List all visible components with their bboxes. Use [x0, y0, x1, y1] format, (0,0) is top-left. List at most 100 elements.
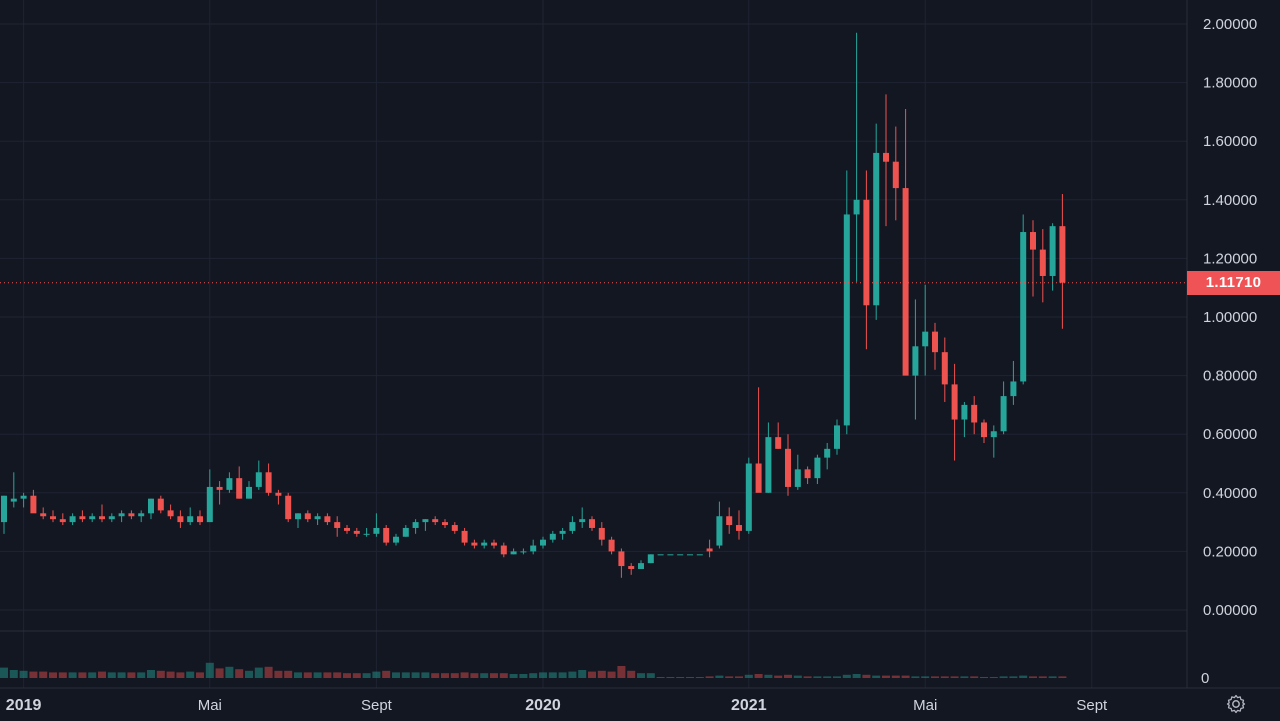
candle-down[interactable]	[40, 507, 47, 520]
candle-down[interactable]	[442, 519, 448, 528]
candle-down[interactable]	[59, 513, 66, 526]
candle-up[interactable]	[961, 401, 968, 438]
candle-down[interactable]	[618, 548, 625, 578]
candle-down[interactable]	[589, 516, 595, 531]
candle-up[interactable]	[824, 442, 831, 470]
candle-down[interactable]	[167, 504, 174, 520]
candle-down[interactable]	[883, 94, 889, 227]
candle-up[interactable]	[667, 554, 674, 556]
candle-down[interactable]	[1039, 229, 1046, 303]
candle-down[interactable]	[500, 542, 507, 558]
candle-up[interactable]	[1, 495, 7, 534]
candle-up[interactable]	[138, 510, 145, 523]
candle-up[interactable]	[569, 516, 576, 534]
candle-down[interactable]	[197, 510, 203, 526]
candle-up[interactable]	[794, 454, 801, 490]
candle-down[interactable]	[892, 126, 899, 221]
candle-up[interactable]	[765, 422, 772, 493]
candle-down[interactable]	[598, 522, 605, 546]
candle-up[interactable]	[990, 425, 997, 458]
candle-down[interactable]	[432, 516, 439, 526]
candle-up[interactable]	[1000, 381, 1007, 435]
candle-up[interactable]	[206, 469, 213, 523]
candle-up[interactable]	[246, 481, 252, 499]
candle-up[interactable]	[677, 554, 684, 556]
candle-up[interactable]	[481, 539, 488, 549]
candle-up[interactable]	[187, 507, 194, 526]
candle-down[interactable]	[471, 539, 478, 549]
candle-down[interactable]	[334, 516, 341, 537]
candle-up[interactable]	[843, 170, 850, 435]
candle-up[interactable]	[255, 460, 262, 490]
candle-down[interactable]	[50, 510, 56, 523]
candle-up[interactable]	[814, 454, 821, 485]
candle-up[interactable]	[647, 554, 654, 564]
time-axis[interactable]: 2019 Mai Sept 2020 2021 Mai Sept	[6, 697, 1108, 714]
candle-down[interactable]	[804, 466, 811, 485]
candle-down[interactable]	[461, 527, 468, 546]
candle-up[interactable]	[422, 519, 429, 531]
candle-up[interactable]	[540, 536, 546, 549]
candle-down[interactable]	[971, 396, 978, 435]
candle-up[interactable]	[108, 513, 115, 523]
candle-up[interactable]	[745, 457, 752, 534]
candle-up[interactable]	[559, 527, 566, 540]
candle-up[interactable]	[873, 123, 880, 320]
candle-up[interactable]	[853, 32, 860, 282]
candle-up[interactable]	[1010, 360, 1017, 405]
candle-up[interactable]	[834, 419, 840, 455]
candle-up[interactable]	[20, 492, 27, 508]
candle-down[interactable]	[216, 481, 223, 505]
price-axis[interactable]: 2.00000 1.80000 1.60000 1.40000 1.20000 1.000…	[1203, 16, 1257, 619]
candle-down[interactable]	[1030, 220, 1036, 297]
candle-up[interactable]	[912, 299, 919, 420]
candle-down[interactable]	[775, 422, 782, 449]
candle-down[interactable]	[30, 489, 37, 514]
candle-up[interactable]	[1020, 214, 1027, 385]
candle-up[interactable]	[148, 498, 154, 520]
candle-up[interactable]	[412, 519, 419, 534]
candle-down[interactable]	[981, 419, 987, 443]
candle-down[interactable]	[863, 170, 870, 350]
candle-down[interactable]	[157, 495, 164, 514]
candle-up[interactable]	[510, 548, 517, 555]
candle-up[interactable]	[922, 284, 929, 376]
candle-up[interactable]	[363, 527, 370, 537]
candle-down[interactable]	[628, 563, 635, 575]
candle-up[interactable]	[373, 513, 380, 537]
candle-up[interactable]	[10, 472, 17, 508]
candle-up[interactable]	[716, 501, 723, 549]
candle-down[interactable]	[726, 507, 733, 534]
candle-down[interactable]	[941, 337, 948, 402]
candle-down[interactable]	[1059, 193, 1066, 329]
candle-up[interactable]	[393, 533, 399, 546]
candles[interactable]	[1, 32, 1066, 578]
candle-down[interactable]	[177, 510, 184, 528]
candle-down[interactable]	[344, 525, 350, 534]
candle-up[interactable]	[295, 513, 301, 528]
candle-up[interactable]	[402, 525, 409, 537]
candle-down[interactable]	[265, 463, 272, 496]
candle-up[interactable]	[118, 510, 125, 523]
candle-down[interactable]	[304, 510, 311, 523]
candle-up[interactable]	[687, 554, 693, 556]
candle-down[interactable]	[902, 108, 909, 376]
candle-down[interactable]	[383, 525, 390, 546]
candle-down[interactable]	[706, 539, 713, 558]
candle-down[interactable]	[785, 434, 791, 496]
candle-down[interactable]	[275, 489, 282, 505]
candle-up[interactable]	[696, 554, 703, 556]
candle-up[interactable]	[530, 539, 537, 555]
candle-up[interactable]	[89, 513, 96, 523]
candle-up[interactable]	[638, 560, 644, 569]
candle-up[interactable]	[314, 513, 321, 526]
candle-down[interactable]	[353, 527, 360, 537]
candle-down[interactable]	[932, 322, 938, 370]
candle-down[interactable]	[99, 504, 105, 523]
candle-down[interactable]	[236, 466, 243, 499]
candle-up[interactable]	[520, 548, 527, 555]
candle-up[interactable]	[549, 530, 556, 543]
candle-down[interactable]	[285, 492, 292, 523]
candle-down[interactable]	[128, 510, 135, 520]
